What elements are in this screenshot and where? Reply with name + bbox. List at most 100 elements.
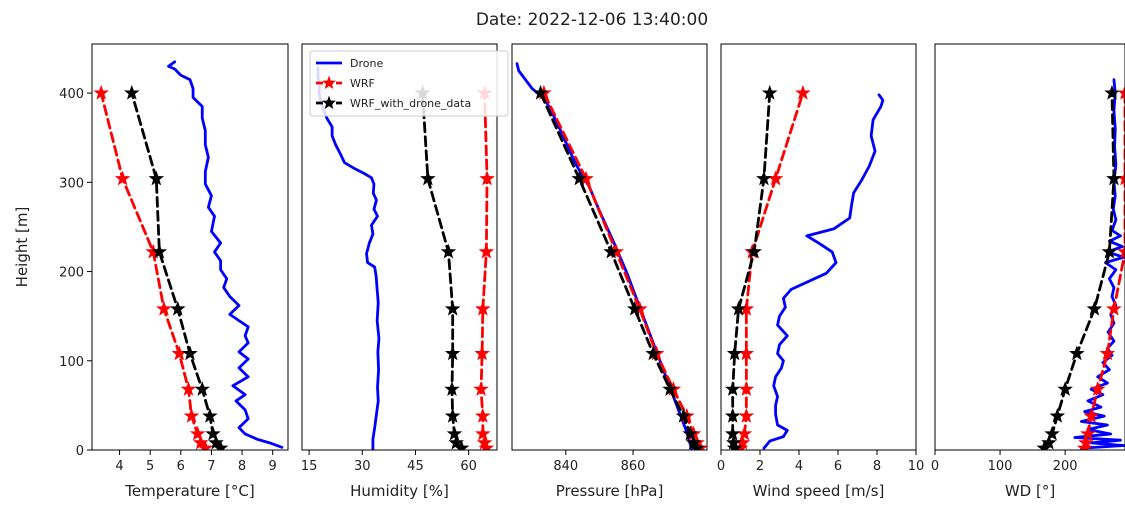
- x-axis-label-humidity: Humidity [%]: [350, 482, 449, 500]
- legend-label-drone: Drone: [350, 57, 383, 70]
- x-tick-label-humidity-45: 45: [407, 459, 424, 474]
- data-point-wrf-with-drone-data-wind_direction-4: [1057, 381, 1073, 396]
- x-tick-label-pressure-840: 840: [553, 459, 578, 474]
- data-point-wrf-with-drone-data-pressure-4: [662, 381, 678, 396]
- panel-pressure: 840 860 Pressure [hPa]: [511, 43, 708, 500]
- legend-box: [309, 50, 509, 117]
- panel-humidity: 15 30 45 60 Humidity [%]: [301, 43, 498, 500]
- x-axis-label-pressure: Pressure [hPa]: [556, 482, 664, 500]
- x-tick-label-pressure-860: 860: [621, 459, 646, 474]
- panel-wind_speed-plot-area: [724, 84, 885, 450]
- data-point-wrf-wind_direction-2: [1080, 425, 1096, 441]
- data-point-wrf-with-drone-data-temperature-8: [148, 170, 165, 186]
- data-point-wrf-wind_direction-5: [1099, 345, 1116, 361]
- data-point-wrf-wind_direction-9: [1117, 84, 1125, 100]
- x-tick-label-temperature-8: 8: [238, 459, 246, 474]
- data-point-wrf-with-drone-data-pressure-2: [682, 425, 698, 441]
- data-point-wrf-with-drone-data-humidity-6: [444, 300, 461, 316]
- data-point-wrf-with-drone-data-wind_speed-6: [730, 300, 747, 316]
- data-point-wrf-with-drone-data-wind_direction-8: [1106, 170, 1122, 186]
- x-tick-label-wind_speed-6: 6: [834, 459, 842, 474]
- x-axis-label-wind_direction: WD [°]: [1005, 482, 1055, 500]
- data-point-wrf-with-drone-data-temperature-4: [194, 381, 211, 396]
- series-line-wrf-with-drone-data-wind_direction: [1042, 91, 1116, 450]
- data-point-wrf-with-drone-data-wind_direction-5: [1069, 345, 1085, 361]
- y-axis-label: Height [m]: [13, 207, 31, 288]
- data-point-wrf-temperature-3: [183, 407, 200, 423]
- data-point-wrf-with-drone-data-humidity-4: [444, 381, 460, 396]
- panel-frame-wind_direction: [934, 43, 1125, 451]
- data-point-wrf-wind_speed-3: [738, 407, 755, 423]
- panel-pressure-plot-area: [515, 62, 707, 450]
- series-line-drone-humidity: [316, 66, 381, 450]
- panel-temperature-plot-area: [93, 60, 284, 450]
- data-point-wrf-humidity-5: [474, 345, 490, 361]
- data-point-wrf-temperature-8: [114, 170, 131, 186]
- data-point-wrf-wind_direction-6: [1106, 300, 1122, 316]
- x-tick-label-wind_speed-4: 4: [795, 459, 803, 474]
- series-line-wrf-pressure: [542, 91, 702, 450]
- x-tick-label-wind_speed-2: 2: [756, 459, 764, 474]
- data-point-wrf-wind_speed-2: [736, 425, 753, 441]
- data-point-wrf-with-drone-data-humidity-8: [420, 170, 436, 186]
- panel-frame-humidity: [301, 43, 498, 451]
- x-tick-label-temperature-4: 4: [115, 459, 123, 474]
- series-line-wrf-with-drone-data-wind_speed: [731, 91, 772, 450]
- y-tick-label-300: 300: [59, 176, 84, 191]
- data-point-wrf-wind_direction-1: [1078, 434, 1094, 450]
- legend-label-wrf: WRF: [350, 77, 375, 90]
- data-point-wrf-wind_direction-7: [1117, 243, 1125, 259]
- data-point-wrf-temperature-2: [189, 425, 206, 441]
- x-axis-label-wind_speed: Wind speed [m/s]: [753, 482, 885, 500]
- data-point-wrf-with-drone-data-temperature-9: [124, 84, 140, 100]
- data-point-wrf-wind_direction-3: [1083, 407, 1099, 423]
- data-point-wrf-with-drone-data-pressure-5: [645, 345, 661, 361]
- data-point-wrf-with-drone-data-temperature-7: [151, 243, 168, 259]
- x-tick-label-humidity-60: 60: [460, 459, 477, 474]
- y-tick-label-100: 100: [59, 355, 84, 370]
- data-point-wrf-wind_speed-4: [738, 381, 755, 396]
- panel-frame-wind_speed: [720, 43, 917, 451]
- data-point-wrf-with-drone-data-wind_direction-9: [1104, 84, 1120, 100]
- x-tick-label-wind_speed-10: 10: [908, 459, 925, 474]
- data-point-wrf-with-drone-data-wind_speed-4: [724, 381, 741, 396]
- x-tick-label-wind_direction-100: 100: [988, 459, 1013, 474]
- x-tick-label-temperature-5: 5: [146, 459, 154, 474]
- panel-wind_direction-plot-area: [1036, 78, 1125, 450]
- data-point-wrf-temperature-1: [192, 434, 209, 450]
- data-point-wrf-with-drone-data-wind_direction-2: [1044, 425, 1060, 441]
- panel-wind_speed: 0 2 4 6 8 10 Wind speed [m/s]: [717, 43, 925, 500]
- data-point-wrf-with-drone-data-temperature-6: [169, 300, 186, 316]
- data-point-wrf-humidity-1: [476, 434, 493, 450]
- data-point-wrf-with-drone-data-humidity-2: [446, 425, 463, 441]
- series-line-wrf-with-drone-data-humidity: [421, 91, 463, 450]
- data-point-wrf-with-drone-data-humidity-1: [448, 434, 464, 450]
- y-tick-label-400: 400: [59, 87, 84, 102]
- data-point-wrf-with-drone-data-wind_direction-1: [1041, 434, 1057, 450]
- data-point-wrf-humidity-8: [479, 170, 495, 186]
- legend-marker-wrf: [321, 75, 337, 89]
- data-point-wrf-with-drone-data-pressure-8: [571, 170, 588, 186]
- data-point-wrf-with-drone-data-temperature-5: [182, 345, 198, 361]
- panel-wind_direction: 0 100 200 WD [°]: [931, 43, 1125, 500]
- data-point-wrf-with-drone-data-pressure-7: [603, 243, 619, 259]
- data-point-wrf-wind_direction-4: [1089, 381, 1106, 396]
- x-tick-label-humidity-15: 15: [301, 459, 318, 474]
- legend: Drone WRF WRF_with_drone_data: [309, 50, 509, 117]
- x-tick-label-temperature-7: 7: [207, 459, 215, 474]
- series-line-drone-pressure: [515, 62, 694, 450]
- legend-label-wrf-with-drone-data: WRF_with_drone_data: [350, 97, 471, 110]
- data-point-wrf-with-drone-data-temperature-2: [205, 425, 221, 441]
- data-point-wrf-with-drone-data-temperature-1: [208, 434, 224, 450]
- data-point-wrf-with-drone-data-wind_speed-2: [724, 425, 741, 441]
- series-line-drone-wind_direction: [1073, 78, 1125, 450]
- data-point-wrf-humidity-7: [478, 243, 495, 259]
- data-point-wrf-with-drone-data-wind_direction-7: [1101, 243, 1118, 259]
- data-point-wrf-with-drone-data-pressure-1: [685, 434, 702, 450]
- panel-frame-pressure: [511, 43, 708, 451]
- data-point-wrf-with-drone-data-wind_speed-5: [726, 345, 743, 361]
- data-point-wrf-temperature-6: [156, 300, 172, 316]
